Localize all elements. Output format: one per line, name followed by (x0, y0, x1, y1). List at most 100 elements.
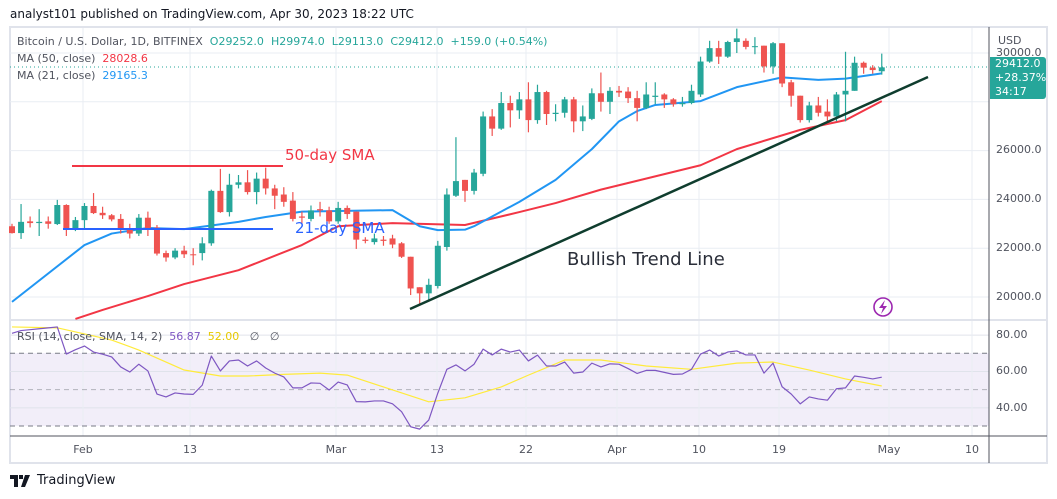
candle-body (244, 182, 251, 193)
candle (606, 87, 613, 114)
candle-body (163, 253, 170, 258)
candle (715, 40, 722, 64)
candle (253, 172, 260, 205)
candle (452, 137, 459, 197)
bullish-trend-line[interactable] (409, 75, 929, 311)
lightning-icon[interactable] (873, 297, 893, 317)
symbol-legend[interactable]: Bitcoin / U.S. Dollar, 1D, BITFINEX O292… (17, 35, 547, 48)
time-tick: Mar (325, 443, 347, 456)
candle-body (779, 43, 786, 84)
candle-body (36, 221, 43, 224)
candle-body (307, 210, 314, 219)
candle (398, 242, 405, 258)
candle-body (606, 90, 613, 102)
candle (462, 179, 468, 202)
candle (317, 201, 324, 217)
candle (751, 37, 758, 55)
candle-body (199, 243, 206, 254)
ma50-line[interactable] (75, 100, 883, 320)
candle-body (815, 105, 822, 113)
candle (307, 205, 314, 222)
rsi-band-lines (10, 352, 989, 427)
candle (262, 167, 269, 195)
grid-lines (10, 28, 989, 436)
candle-body (443, 194, 450, 247)
high-value: H29974.0 (270, 35, 325, 48)
candle (389, 234, 396, 249)
candle (280, 187, 287, 207)
candle (724, 40, 731, 58)
candle-body (190, 254, 197, 256)
candle (27, 216, 34, 228)
tradingview-logo[interactable]: TradingView (10, 473, 116, 488)
candle-body (117, 218, 124, 229)
currency-label: USD (998, 34, 1022, 47)
candle-body (407, 256, 414, 289)
candle (507, 95, 514, 128)
candle (480, 111, 487, 177)
rsi-na-value-1: ∅ (249, 330, 260, 343)
rsi-legend[interactable]: RSI (14, close, SMA, 14, 2) 56.87 52.00 … (17, 330, 279, 343)
candle-body (27, 221, 34, 224)
ma21-line[interactable] (11, 72, 882, 303)
candle (543, 90, 550, 125)
open-value: O29252.0 (209, 35, 264, 48)
candle (625, 87, 632, 104)
candle-body (108, 215, 115, 220)
candle (425, 278, 432, 300)
candle (552, 104, 559, 122)
candle (199, 237, 206, 261)
close-value: C29412.0 (390, 35, 444, 48)
rsi-na-value-2: ∅ (269, 330, 280, 343)
candle (770, 42, 777, 74)
candle (208, 189, 215, 246)
candle (36, 209, 43, 236)
price-tick: 22000.0 (996, 241, 1042, 254)
candle (326, 206, 333, 224)
candle (697, 56, 704, 97)
candle (742, 38, 749, 50)
candle (434, 240, 441, 289)
candle-body (616, 90, 623, 93)
candle-body (425, 284, 432, 294)
ma50-label: MA (50, close) (17, 52, 96, 65)
candle (54, 199, 61, 226)
low-value: L29113.0 (331, 35, 384, 48)
candle (616, 85, 623, 97)
candle-body (670, 99, 677, 105)
time-tick: Apr (607, 443, 627, 456)
time-tick: 10 (965, 443, 979, 456)
candle (99, 206, 106, 219)
candle (235, 175, 242, 189)
candle (706, 40, 713, 63)
candle-body (860, 62, 867, 68)
candle-body (489, 116, 496, 129)
candle-body (869, 67, 876, 71)
rsi-sma-line[interactable] (11, 326, 882, 403)
candle-body (733, 38, 740, 43)
candle-body (570, 99, 577, 122)
time-tick: 10 (692, 443, 706, 456)
sma50-annotation[interactable]: 50-day SMA (285, 146, 375, 164)
candle (661, 93, 668, 108)
candle (117, 214, 124, 234)
trend-line-annotation[interactable]: Bullish Trend Line (567, 249, 725, 270)
candles (9, 28, 885, 306)
sma21-annotation[interactable]: 21-day SMA (295, 219, 385, 237)
time-tick: 22 (519, 443, 533, 456)
candle-body (824, 111, 831, 117)
candle-body (842, 90, 849, 95)
candle (244, 170, 251, 195)
last-price-badge: 29412.0 +28.37% 34:17 (990, 57, 1046, 99)
candle (688, 84, 695, 105)
candle (498, 92, 505, 130)
rsi-line[interactable] (11, 326, 882, 430)
candle-body (280, 194, 287, 202)
candle-body (588, 93, 595, 119)
candle (733, 28, 740, 53)
ma21-legend[interactable]: MA (21, close) 29165.3 (17, 69, 148, 82)
candle (298, 211, 305, 224)
candle (190, 248, 197, 266)
ma50-legend[interactable]: MA (50, close) 28028.6 (17, 52, 148, 65)
